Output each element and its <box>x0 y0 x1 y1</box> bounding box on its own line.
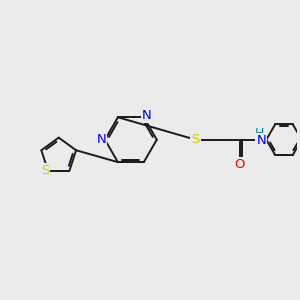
Text: N: N <box>142 109 152 122</box>
Text: S: S <box>191 133 200 146</box>
Text: S: S <box>41 164 49 177</box>
Text: N: N <box>97 133 106 146</box>
Text: N: N <box>256 134 266 147</box>
Text: H: H <box>255 127 265 140</box>
Text: O: O <box>235 158 245 171</box>
